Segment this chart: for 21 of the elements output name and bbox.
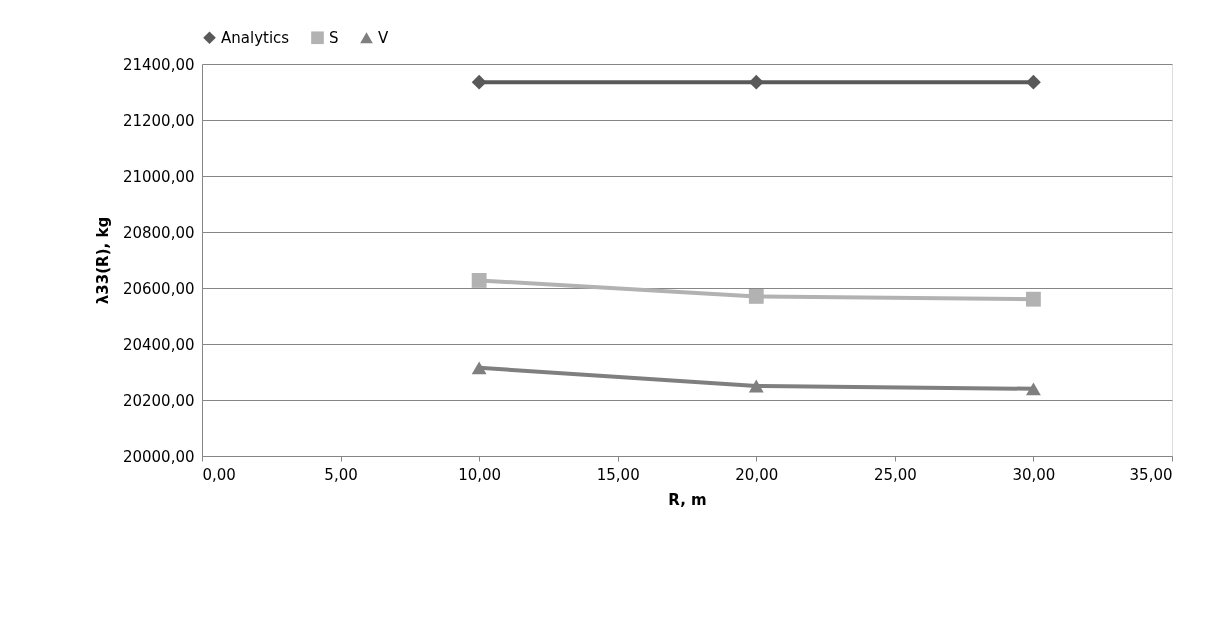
y-axis-title: λ33(R), kg <box>93 216 112 305</box>
y-tick-label: 20200,00 <box>122 391 195 410</box>
x-tick-label: 25,00 <box>873 465 917 484</box>
y-tick-label: 20000,00 <box>122 447 195 466</box>
x-tick-label: 20,00 <box>735 465 779 484</box>
x-tick-label: 0,00 <box>202 465 236 484</box>
y-tick-label: 21200,00 <box>122 111 195 130</box>
y-tick-label: 21000,00 <box>122 167 195 186</box>
x-axis-title: R, m <box>668 490 707 509</box>
legend-label: V <box>378 28 389 47</box>
y-tick-label: 20600,00 <box>122 279 195 298</box>
y-tick-label: 20800,00 <box>122 223 195 242</box>
y-tick-label: 21400,00 <box>122 55 195 74</box>
legend-label: S <box>329 28 339 47</box>
x-tick-label: 30,00 <box>1012 465 1056 484</box>
legend-label: Analytics <box>221 28 290 47</box>
x-tick-label: 15,00 <box>596 465 640 484</box>
x-tick-label: 10,00 <box>458 465 502 484</box>
y-tick-label: 20400,00 <box>122 335 195 354</box>
x-tick-label: 5,00 <box>324 465 358 484</box>
x-tick-label: 35,00 <box>1129 465 1173 484</box>
